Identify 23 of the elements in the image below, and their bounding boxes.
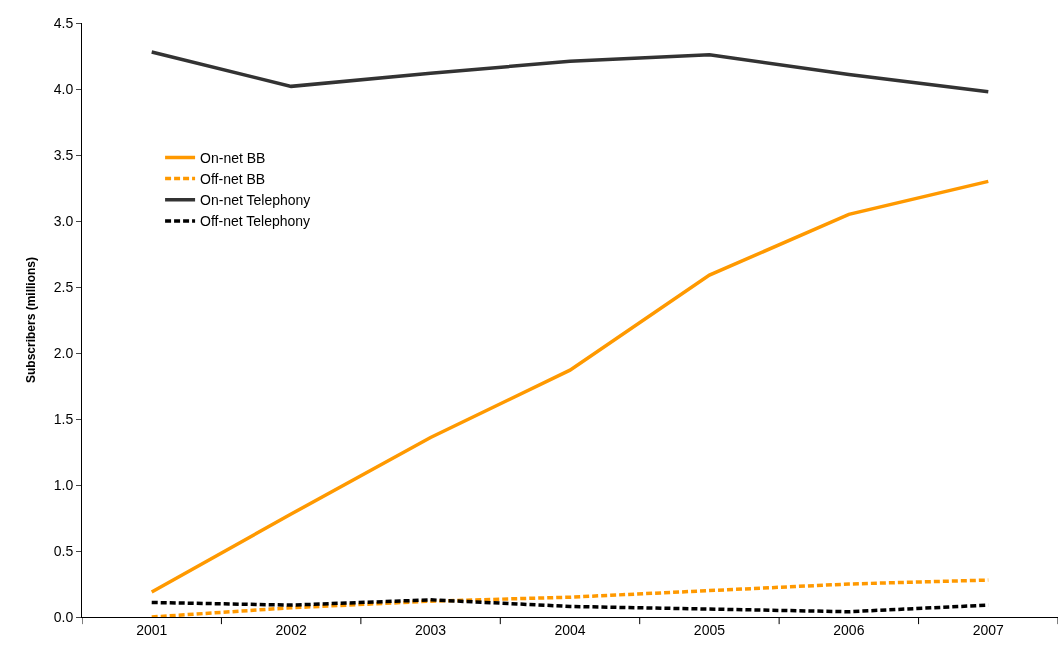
legend-label: On-net BB <box>200 149 266 166</box>
y-tick-label: 2.5 <box>53 278 74 295</box>
y-tick-label: 3.0 <box>53 212 74 229</box>
x-tick-label: 2003 <box>414 621 447 638</box>
x-tick-label: 2005 <box>693 621 726 638</box>
x-tick-label: 2006 <box>833 621 865 638</box>
y-axis-title: Subscribers (millions) <box>24 256 39 384</box>
y-tick-label: 2.0 <box>53 344 74 361</box>
x-tick-label: 2004 <box>554 621 586 638</box>
x-tick-label: 2007 <box>972 621 1005 638</box>
line-series <box>149 50 991 94</box>
y-tick-label: 4.0 <box>53 80 74 97</box>
y-tick-label: 0.0 <box>53 608 74 625</box>
legend-label: On-net Telephony <box>200 192 311 209</box>
y-tick-label: 1.5 <box>53 410 74 427</box>
legend-label: Off-net Telephony <box>200 213 311 230</box>
y-tick-label: 4.5 <box>53 14 74 31</box>
y-tick-label: 0.5 <box>53 542 74 559</box>
legend-label: Off-net BB <box>200 171 266 188</box>
x-tick-label: 2001 <box>136 621 168 638</box>
x-tick-label: 2002 <box>275 621 307 638</box>
y-tick-label: 3.5 <box>53 146 74 163</box>
y-tick-label: 1.0 <box>53 476 74 493</box>
